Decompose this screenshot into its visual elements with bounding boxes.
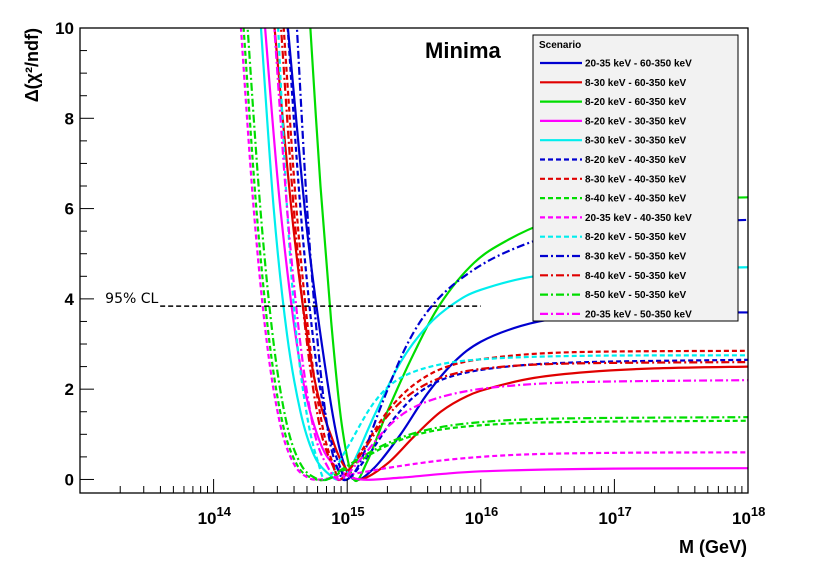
x-tick-label: 1015	[331, 504, 364, 528]
y-tick-label: 6	[65, 200, 74, 219]
legend-label: 20-35 keV - 50-350 keV	[585, 309, 692, 320]
x-tick-labels: 1014 1015 1016 1017 1018	[198, 504, 766, 528]
legend: Scenario 20-35 keV - 60-350 keV 8-30 keV …	[532, 34, 739, 322]
legend-header: Scenario	[539, 40, 581, 51]
y-tick-label: 4	[65, 290, 75, 309]
y-tick-labels: 0 2 4 6 8 10	[55, 19, 74, 489]
plot-frame	[79, 27, 749, 494]
series-line-12	[279, 28, 748, 482]
cl-label: 95% CL	[105, 291, 158, 307]
legend-label: 8-30 keV - 60-350 keV	[585, 78, 687, 89]
x-tick-label: 1017	[598, 504, 631, 528]
legend-label: 20-35 keV - 60-350 keV	[585, 59, 692, 70]
series-line-14	[273, 28, 748, 481]
legend-label: 8-30 keV - 40-350 keV	[585, 174, 687, 185]
legend-label: 8-30 keV - 30-350 keV	[585, 136, 687, 147]
series-layer	[239, 28, 748, 482]
x-tick-label: 1014	[198, 504, 232, 528]
legend-label: 8-20 keV - 50-350 keV	[585, 232, 687, 243]
series-line-4	[264, 28, 748, 481]
legend-label: 8-20 keV - 40-350 keV	[585, 155, 687, 166]
cl-annotation: 95% CL	[105, 291, 481, 307]
y-axis-title: Δ(χ²/ndf)	[22, 28, 42, 102]
legend-entries: 20-35 keV - 60-350 keV 8-30 keV - 60-350 …	[540, 59, 692, 320]
y-tick-label: 8	[65, 109, 74, 128]
legend-label: 8-30 keV - 50-350 keV	[585, 252, 687, 263]
x-tick-label: 1016	[465, 504, 498, 528]
legend-label: 8-40 keV - 50-350 keV	[585, 271, 687, 282]
legend-label: 8-40 keV - 40-350 keV	[585, 194, 687, 205]
legend-label: 20-35 keV - 40-350 keV	[585, 213, 692, 224]
legend-label: 8-20 keV - 60-350 keV	[585, 97, 687, 108]
series-line-7	[282, 28, 748, 481]
series-line-10	[277, 28, 748, 481]
y-tick-label: 10	[55, 19, 74, 38]
axis-ticks	[79, 27, 749, 493]
chart-title: Minima	[425, 38, 502, 63]
x-tick-label: 1018	[732, 504, 765, 528]
legend-label: 8-20 keV - 30-350 keV	[585, 116, 687, 127]
x-axis-title: M (GeV)	[679, 537, 747, 557]
series-line-6	[286, 28, 748, 481]
series-line-9	[239, 28, 748, 481]
legend-label: 8-50 keV - 50-350 keV	[585, 290, 687, 301]
series-line-5	[259, 28, 748, 481]
y-tick-label: 0	[65, 470, 74, 489]
y-tick-label: 2	[65, 380, 74, 399]
